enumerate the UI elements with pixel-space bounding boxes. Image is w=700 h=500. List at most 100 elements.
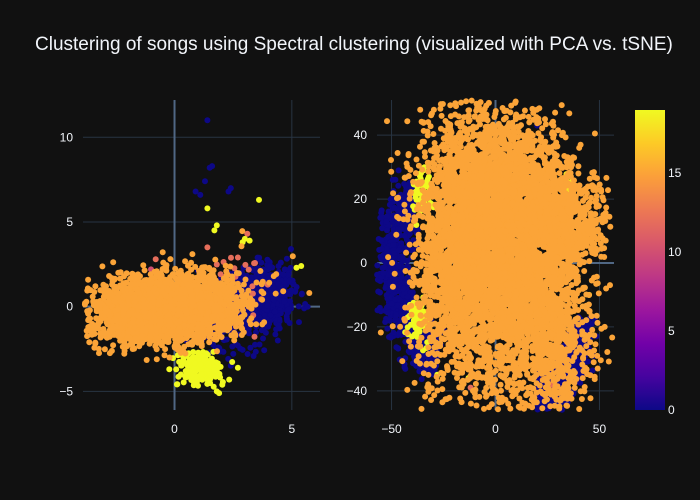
scatter-point	[177, 273, 184, 280]
scatter-point	[378, 246, 385, 252]
scatter-point	[259, 278, 266, 285]
scatter-point	[392, 296, 399, 303]
scatter-point	[161, 327, 168, 334]
scatter-point	[251, 333, 258, 340]
scatter-point	[168, 328, 175, 335]
scatter-point	[85, 310, 92, 317]
scatter-point	[106, 329, 113, 336]
scatter-point	[185, 373, 192, 380]
scatter-point	[240, 329, 247, 336]
scatter-point	[146, 290, 153, 297]
scatter-point	[219, 379, 226, 385]
scatter-point	[228, 332, 235, 339]
scatter-point	[260, 335, 266, 342]
scatter-point	[234, 280, 241, 287]
y-tick-label: −40	[347, 384, 368, 398]
scatter-point	[88, 331, 95, 338]
scatter-point	[172, 275, 179, 282]
scatter-point	[283, 255, 290, 262]
x-tick-label: 0	[492, 422, 499, 436]
scatter-point	[228, 254, 234, 261]
scatter-point	[280, 288, 287, 295]
scatter-point	[191, 380, 198, 387]
scatter-point	[244, 351, 251, 357]
scatter-point	[213, 295, 220, 302]
scatter-point	[378, 237, 385, 244]
scatter-point	[181, 316, 188, 323]
scatter-point	[216, 390, 223, 397]
scatter-point	[285, 306, 292, 313]
scatter-point	[156, 310, 163, 317]
scatter-point	[156, 281, 163, 288]
scatter-point	[189, 251, 196, 258]
scatter-point	[237, 345, 244, 352]
scatter-point	[395, 182, 402, 189]
scatter-point	[129, 319, 136, 326]
scatter-point	[395, 247, 402, 254]
scatter-point	[248, 315, 255, 322]
scatter-point	[270, 296, 277, 303]
scatter-point	[87, 287, 94, 294]
scatter-point	[231, 287, 238, 294]
scatter-point	[296, 319, 302, 326]
scatter-point	[272, 290, 279, 297]
scatter-point	[198, 301, 205, 308]
scatter-point	[235, 270, 242, 277]
scatter-point	[121, 347, 128, 354]
scatter-point	[393, 344, 400, 351]
scatter-point	[192, 308, 199, 315]
scatter-point	[212, 256, 219, 263]
scatter-point	[127, 275, 134, 282]
scatter-point	[112, 315, 119, 322]
scatter-point	[157, 275, 163, 282]
scatter-point	[288, 246, 294, 252]
x-tick-label: 50	[593, 422, 607, 436]
scatter-point	[392, 176, 399, 183]
scatter-point	[261, 312, 268, 319]
scatter-point	[384, 227, 390, 234]
scatter-point	[205, 326, 212, 333]
scatter-point	[226, 323, 233, 330]
scatter-point	[258, 327, 265, 334]
scatter-point	[130, 329, 137, 336]
scatter-point	[272, 331, 279, 338]
scatter-point	[304, 303, 311, 310]
scatter-point	[281, 266, 288, 273]
scatter-point	[192, 263, 199, 270]
scatter-point	[189, 341, 196, 348]
scatter-point	[159, 249, 166, 256]
scatter-point	[97, 330, 104, 337]
scatter-point	[382, 319, 389, 325]
scatter-point	[253, 272, 260, 279]
scatter-point	[288, 287, 295, 294]
scatter-point	[264, 256, 271, 263]
scatter-point	[211, 227, 218, 234]
scatter-point	[166, 318, 173, 325]
scatter-point	[223, 272, 230, 279]
scatter-point	[226, 376, 233, 383]
scatter-point	[378, 207, 385, 214]
scatter-point	[396, 330, 402, 337]
scatter-point	[395, 226, 402, 233]
scatter-point	[134, 312, 141, 319]
scatter-point	[208, 355, 215, 362]
scatter-point	[108, 347, 115, 354]
scatter-point	[176, 325, 183, 332]
scatter-point	[261, 347, 268, 354]
scatter-point	[97, 300, 104, 307]
scatter-point	[287, 298, 294, 305]
scatter-point	[81, 301, 88, 308]
scatter-point	[154, 335, 161, 342]
scatter-point	[233, 323, 239, 330]
scatter-point	[146, 303, 153, 309]
scatter-point	[390, 329, 397, 336]
scatter-point	[198, 292, 205, 298]
scatter-point	[395, 167, 402, 174]
scatter-point	[374, 262, 381, 269]
scatter-point	[163, 262, 170, 269]
y-tick-label: −20	[347, 320, 368, 334]
scatter-point	[214, 348, 220, 355]
scatter-point	[166, 366, 173, 373]
scatter-point	[418, 376, 425, 383]
scatter-point	[390, 242, 397, 248]
